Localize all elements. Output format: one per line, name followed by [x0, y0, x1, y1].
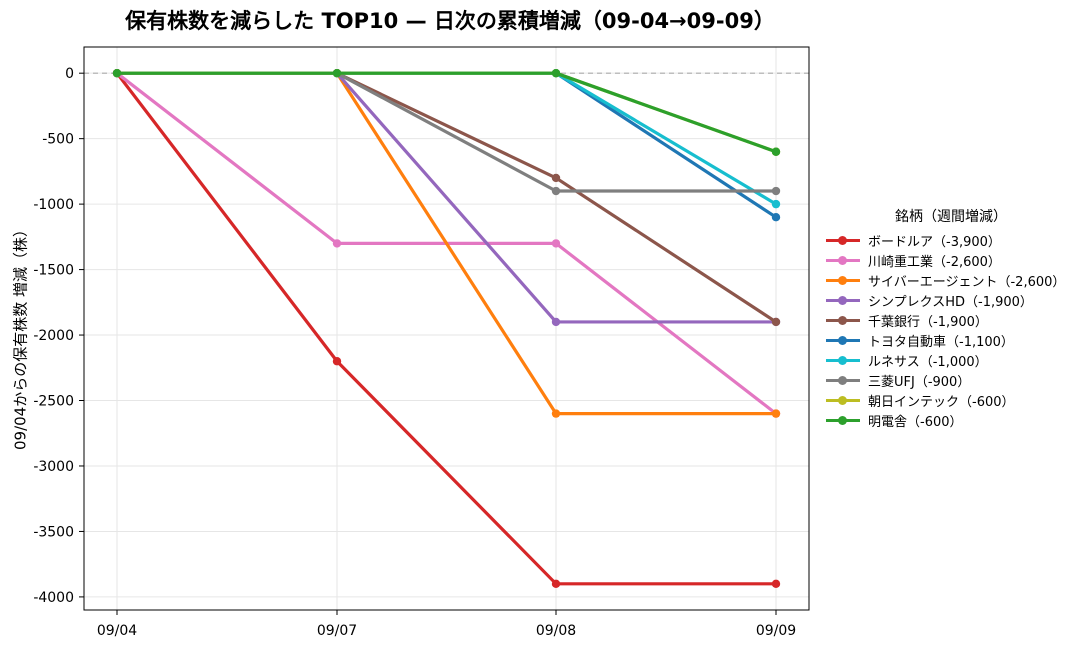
data-point-9-1: [332, 68, 342, 78]
legend-swatch: [826, 333, 860, 347]
x-tick-label: 09/08: [536, 623, 576, 639]
legend: 銘柄（週間増減） ボードルア（-3,900） 川崎重工業（-2,600） サイバーエ…: [820, 208, 1082, 430]
legend-item: 千葉銀行（-1,900）: [820, 310, 1082, 330]
series-line-7: [115, 71, 778, 193]
legend-title: 銘柄（週間増減）: [895, 209, 1007, 225]
data-point-3-2: [551, 317, 561, 327]
y-tick-label: -500: [42, 132, 74, 148]
series-line-9: [115, 71, 778, 154]
y-tick-label: -2500: [33, 394, 74, 410]
data-point-9-0: [112, 68, 122, 78]
legend-item: シンプレクスHD（-1,900）: [820, 290, 1082, 310]
legend-swatch: [826, 393, 860, 407]
legend-swatch: [826, 293, 860, 307]
data-point-6-3: [771, 199, 781, 209]
legend-label: ボードルア（-3,900）: [868, 234, 1001, 250]
y-tick-label: -1500: [33, 263, 74, 279]
legend-item: 三菱UFJ（-900）: [820, 370, 1082, 390]
legend-label: ルネサス（-1,000）: [868, 354, 988, 370]
data-point-1-2: [551, 239, 561, 248]
series-line-8: [115, 71, 778, 154]
legend-item: 明電舎（-600）: [820, 410, 1082, 430]
data-point-7-2: [551, 186, 561, 196]
legend-swatch: [826, 313, 860, 327]
y-tick-label: 0: [65, 66, 74, 82]
y-tick-label: -3500: [33, 524, 74, 540]
y-tick-label: -2000: [33, 328, 74, 344]
data-point-7-3: [771, 186, 781, 196]
data-point-0-1: [332, 357, 342, 366]
data-point-5-3: [771, 213, 781, 222]
legend-item: 川崎重工業（-2,600）: [820, 250, 1082, 270]
legend-label: 明電舎（-600）: [868, 414, 963, 430]
legend-swatch: [826, 413, 860, 427]
legend-label: 朝日インテック（-600）: [868, 394, 1015, 410]
data-point-0-3: [771, 579, 781, 589]
data-point-9-2: [551, 68, 561, 78]
data-point-1-1: [332, 239, 342, 248]
legend-swatch: [826, 253, 860, 267]
chart-title: 保有株数を減らした TOP10 — 日次の累積増減（09-04→09-09）: [125, 9, 775, 33]
y-tick-label: -1000: [33, 197, 74, 213]
legend-swatch: [826, 233, 860, 247]
series-line-3: [115, 71, 778, 324]
legend-label: シンプレクスHD（-1,900）: [868, 294, 1033, 310]
x-tick-label: 09/09: [756, 623, 796, 639]
legend-swatch: [826, 353, 860, 367]
legend-label: 千葉銀行（-1,900）: [868, 314, 988, 330]
legend-item: サイバーエージェント（-2,600）: [820, 270, 1082, 290]
y-tick-label: -4000: [33, 590, 74, 606]
data-point-0-2: [551, 579, 561, 589]
data-point-2-2: [551, 409, 561, 418]
x-tick-label: 09/04: [97, 623, 137, 639]
x-tick-label: 09/07: [317, 623, 357, 639]
legend-swatch: [826, 273, 860, 287]
plot-frame: [83, 46, 810, 611]
series-line-0: [115, 71, 778, 586]
legend-item: ルネサス（-1,000）: [820, 350, 1082, 370]
legend-swatch: [826, 373, 860, 387]
data-point-4-2: [551, 173, 561, 183]
legend-label: 川崎重工業（-2,600）: [868, 254, 1001, 270]
legend-item: ボードルア（-3,900）: [820, 230, 1082, 250]
data-point-9-3: [771, 147, 781, 156]
data-point-4-3: [771, 317, 781, 327]
legend-label: 三菱UFJ（-900）: [868, 374, 971, 390]
data-point-2-3: [771, 409, 781, 418]
y-tick-label: -3000: [33, 459, 74, 475]
legend-label: トヨタ自動車（-1,100）: [868, 334, 1014, 350]
legend-item: トヨタ自動車（-1,100）: [820, 330, 1082, 350]
legend-item: 朝日インテック（-600）: [820, 390, 1082, 410]
legend-label: サイバーエージェント（-2,600）: [868, 274, 1066, 290]
